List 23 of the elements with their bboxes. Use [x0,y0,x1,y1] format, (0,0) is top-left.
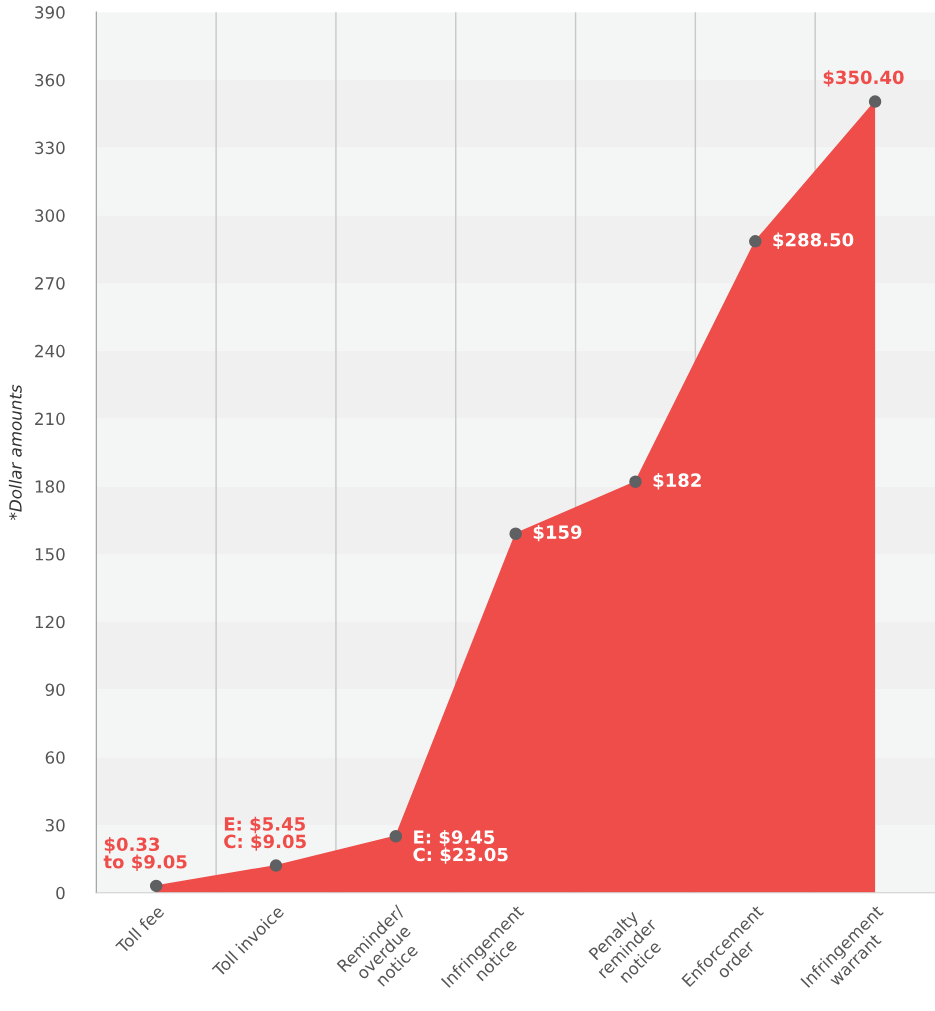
y-tick-label: 90 [45,683,65,697]
annotation: $0.33 to $9.05 [103,837,187,871]
y-tick-label: 150 [35,547,65,561]
x-tick-label: Toll fee [114,904,165,955]
y-axis-title: *Dollar amounts [8,384,22,520]
data-label: $182 [653,473,701,490]
y-tick-label: 240 [35,344,65,358]
y-tick-label: 360 [35,73,65,87]
data-label: $159 [533,524,582,542]
y-tick-label: 30 [45,818,65,832]
y-tick-label: 210 [35,412,65,426]
y-tick-label: 270 [35,277,65,290]
y-tick-label: 120 [35,615,65,629]
annotation: E: $5.45 C: $9.05 [224,816,306,851]
annotation: E: $9.45 C: $23.05 [413,829,508,864]
y-tick-label: 180 [35,480,65,493]
data-label: $350.40 [823,70,904,87]
y-tick-label: 390 [35,6,65,19]
y-tick-label: 0 [56,886,65,900]
y-tick-label: 300 [35,209,65,222]
data-label: $288.50 [773,232,854,249]
y-tick-label: 330 [35,141,65,155]
y-tick-label: 60 [45,751,65,764]
